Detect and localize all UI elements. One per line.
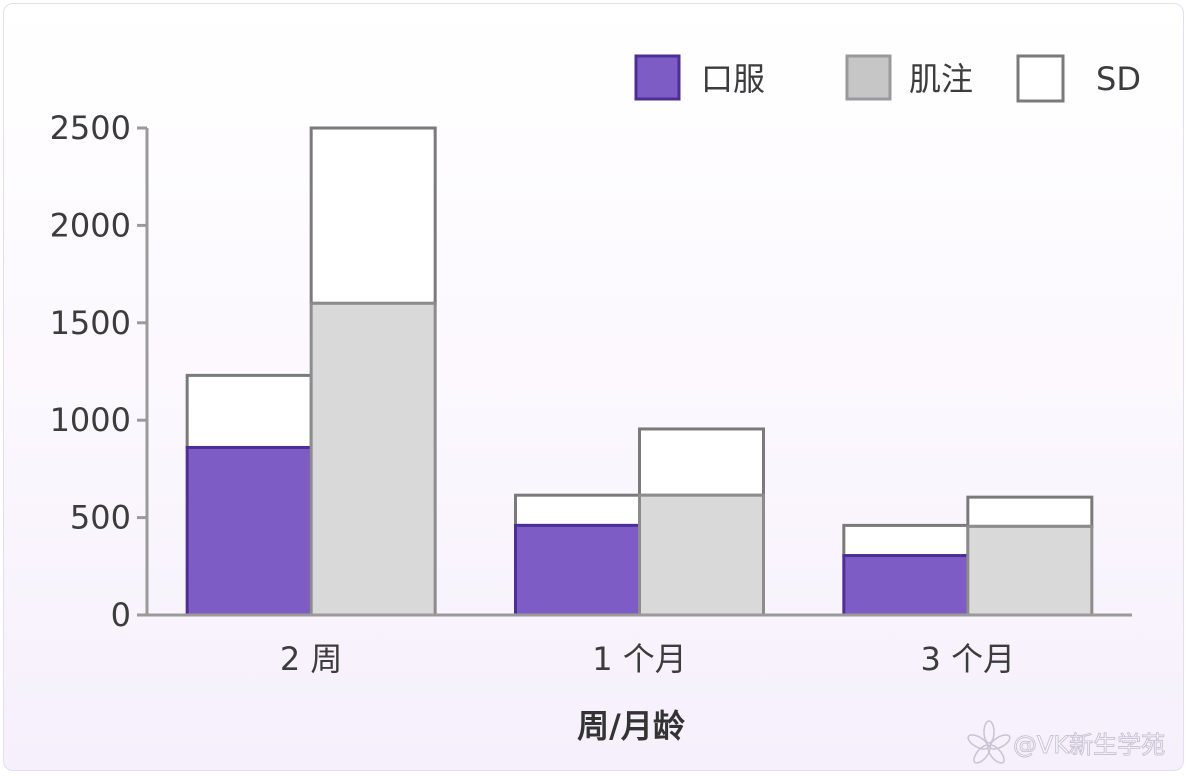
x-tick-label-1: 1 个月: [592, 640, 687, 678]
sd-bar-0-2: [842, 523, 970, 558]
y-tick-label-3: 1500: [50, 304, 131, 342]
sd-bar-0-1: [514, 493, 641, 527]
y-tick-label-0: 0: [111, 596, 131, 634]
sd-bar-1-1: [638, 427, 765, 497]
sd-bar-1-0: [309, 126, 437, 305]
chart-card: 0 500 1000 1500 2000 2500 2 周 1 个月 3 个月 周/月龄 口服…: [3, 3, 1184, 771]
legend-swatch-sd: [1016, 54, 1065, 103]
x-axis-label: 周/月龄: [577, 707, 685, 745]
legend-swatch-oral: [634, 54, 681, 101]
watermark-text: @VK新生学苑: [1013, 731, 1165, 759]
y-tick-label-4: 2000: [50, 206, 131, 244]
axes-group: [137, 128, 1132, 617]
x-tick-label-2: 3 个月: [921, 640, 1016, 678]
legend-label-oral: 口服: [701, 60, 765, 98]
x-tick-label-0: 2 周: [280, 640, 343, 678]
watermark: @VK新生学苑: [967, 720, 1166, 764]
sd-bar-1-2: [966, 495, 1094, 528]
value-bar-0-0: [185, 445, 313, 617]
sd-bar-0-0: [185, 373, 313, 449]
y-tick-label-2: 1000: [50, 401, 131, 439]
legend-label-sd: SD: [1096, 60, 1141, 98]
value-bar-1-1: [638, 493, 765, 617]
x-categories-group: 2 周 1 个月 3 个月: [280, 640, 1015, 678]
y-ticks-group: 0 500 1000 1500 2000 2500: [50, 109, 147, 634]
legend-swatch-im: [845, 54, 892, 101]
legend: 口服 肌注 SD: [634, 54, 1141, 103]
value-bar-0-2: [842, 554, 970, 617]
value-bar-1-2: [966, 524, 1094, 617]
flower-logo-icon: [967, 720, 1011, 764]
value-bar-1-0: [309, 301, 437, 617]
legend-label-im: 肌注: [909, 60, 973, 98]
bar-chart: 0 500 1000 1500 2000 2500 2 周 1 个月 3 个月 周/月龄 口服…: [50, 54, 1166, 764]
y-tick-label-5: 2500: [50, 109, 131, 147]
y-tick-label-1: 500: [70, 499, 131, 537]
value-bar-0-1: [514, 523, 641, 617]
bars-group: [185, 126, 1094, 617]
